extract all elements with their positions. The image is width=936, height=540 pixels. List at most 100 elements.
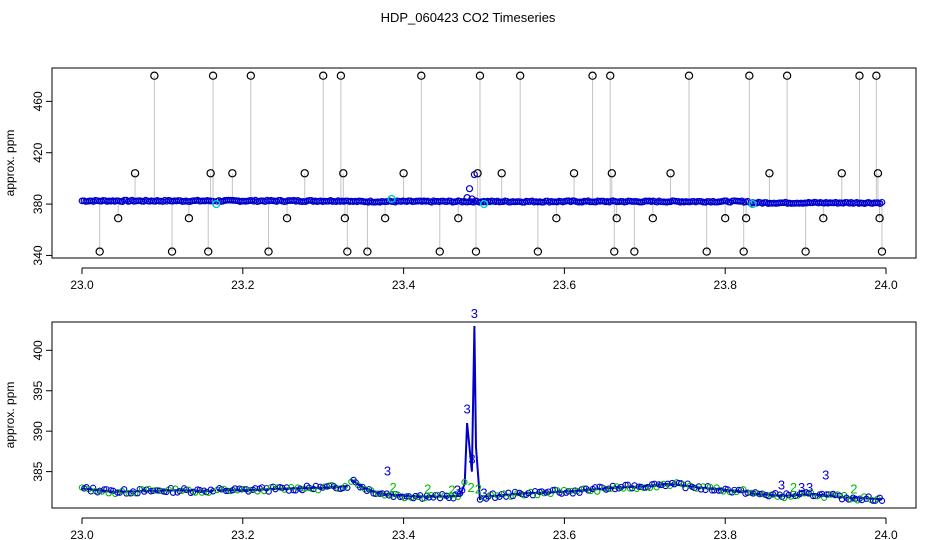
outlier-point — [475, 71, 485, 80]
outlier-point — [855, 71, 864, 80]
data-point — [878, 497, 886, 504]
outlier-point — [184, 214, 194, 223]
bottom-plot-frame — [51, 321, 917, 509]
data-point — [432, 491, 439, 499]
top-x-tick-label: 23.4 — [392, 278, 416, 292]
bottom-y-tick-label: 385 — [31, 461, 45, 481]
data-point — [626, 485, 634, 492]
data-point — [101, 486, 108, 493]
outlier-point — [877, 247, 887, 256]
outlier-point — [875, 214, 884, 223]
bottom-y-axis: 385 390 395 400 — [31, 340, 53, 482]
outlier-point — [721, 214, 730, 223]
data-point — [878, 198, 886, 206]
data-point — [594, 488, 601, 495]
data-point — [290, 487, 297, 494]
top-x-tick-label: 24.0 — [874, 278, 898, 292]
data-point — [308, 485, 315, 492]
flag-label: 2 — [390, 480, 397, 495]
outlier-point — [282, 214, 292, 223]
top-x-tick-label: 23.6 — [553, 278, 577, 292]
bottom-x-tick-label: 23.6 — [553, 528, 577, 540]
bottom-y-tick-label: 400 — [31, 340, 45, 360]
flag-label: 2 — [790, 480, 797, 495]
spike-point — [463, 194, 471, 202]
outlier-point — [648, 214, 658, 223]
data-point — [176, 487, 183, 495]
top-y-tick-label: 420 — [31, 142, 45, 162]
outlier-point — [497, 169, 506, 178]
top-y-axis-label: approx. ppm — [3, 130, 17, 197]
outlier-point — [246, 71, 256, 80]
data-point — [622, 481, 629, 489]
outlier-point — [319, 71, 328, 80]
outlier-point — [95, 247, 104, 256]
outlier-point — [208, 71, 218, 80]
outlier-point — [435, 247, 444, 256]
spike-point — [465, 185, 474, 193]
outlier-point — [873, 169, 883, 178]
outlier-point — [741, 214, 751, 223]
flag-label: 3 — [463, 401, 470, 416]
spike-point — [470, 170, 478, 179]
outlier-point — [515, 71, 525, 80]
data-point — [238, 486, 245, 493]
flag-label: 3 — [471, 306, 478, 321]
outlier-point — [454, 214, 463, 223]
flagged-point — [479, 199, 489, 209]
data-point — [222, 487, 230, 495]
flagged-point — [212, 199, 221, 209]
outlier-point — [606, 71, 615, 80]
data-point — [605, 485, 612, 492]
bottom-x-tick-label: 23.8 — [714, 528, 738, 540]
top-panel: 23.0 23.2 23.4 23.6 23.8 24.0 340 380 420 460 ap… — [3, 67, 917, 292]
outlier-point — [819, 214, 828, 223]
data-point — [823, 491, 830, 498]
data-point — [709, 487, 716, 494]
data-point — [183, 486, 190, 494]
flag-label: 3 — [480, 485, 487, 500]
top-y-axis: 340 380 420 460 — [31, 91, 53, 265]
chart-title: HDP_060423 CO2 Timeseries — [381, 10, 556, 25]
outlier-point — [610, 247, 619, 256]
outlier-point — [607, 169, 617, 178]
outlier-point — [666, 169, 675, 178]
data-point — [809, 492, 817, 500]
flag-label: 2 — [448, 482, 455, 497]
outlier-point — [612, 214, 621, 223]
outlier-point — [340, 214, 350, 223]
flag-label: 3 — [468, 452, 475, 467]
data-point — [514, 489, 521, 497]
outlier-point — [417, 71, 426, 80]
outlier-point — [552, 214, 561, 223]
top-data-points — [78, 71, 887, 256]
data-point — [154, 487, 161, 494]
outlier-point — [336, 71, 346, 80]
bottom-x-tick-label: 23.0 — [70, 528, 94, 540]
data-point — [274, 484, 281, 491]
bottom-x-tick-label: 24.0 — [874, 528, 898, 540]
flagged-point — [387, 194, 396, 204]
outlier-point — [801, 247, 810, 256]
outlier-point — [130, 169, 140, 178]
outlier-point — [569, 169, 579, 178]
flag-label: 2 — [475, 481, 482, 496]
top-outlier-lines — [99, 75, 883, 252]
outlier-point — [363, 247, 372, 256]
data-point — [225, 487, 232, 495]
bottom-x-tick-label: 23.4 — [392, 528, 416, 540]
outlier-point — [588, 71, 597, 80]
flag-label: 2 — [850, 481, 857, 496]
bottom-y-axis-label: approx. ppm — [3, 382, 17, 449]
outlier-point — [765, 169, 774, 178]
outlier-point — [684, 71, 694, 80]
top-x-tick-label: 23.8 — [714, 278, 738, 292]
data-point — [715, 487, 722, 494]
data-point — [335, 485, 342, 492]
outlier-point — [206, 169, 215, 178]
flag-label: 3 — [454, 482, 461, 497]
top-x-tick-label: 23.0 — [70, 278, 94, 292]
outlier-point — [380, 214, 390, 223]
series-line — [350, 325, 481, 500]
